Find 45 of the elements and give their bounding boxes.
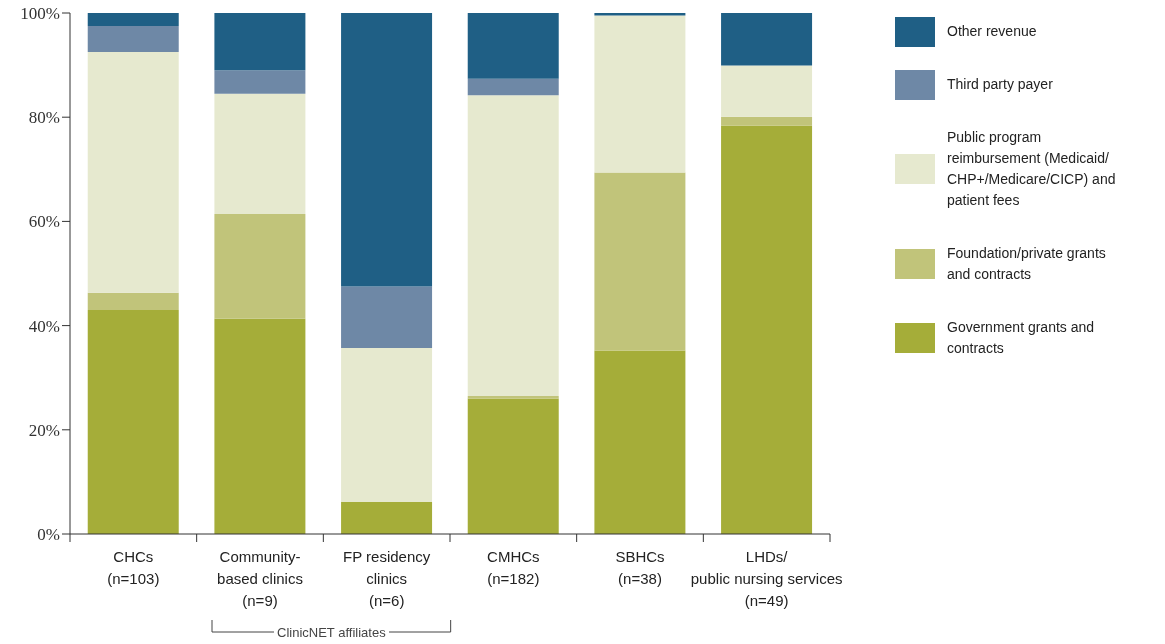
bar — [214, 318, 306, 534]
y-tick-label: 80% — [28, 108, 60, 128]
bar — [467, 398, 559, 534]
bar — [87, 292, 179, 310]
bar — [87, 309, 179, 534]
bar — [341, 13, 433, 287]
x-tick-label: LHDs/ public nursing services (n=49) — [690, 548, 843, 609]
y-tick-label: 40% — [28, 316, 60, 336]
x-tick-label: FP residency clinics (n=6) — [343, 548, 431, 609]
bar — [341, 286, 433, 348]
legend-label: Other revenue — [947, 22, 1038, 41]
bar — [214, 70, 306, 94]
y-tick-label: 20% — [28, 420, 60, 440]
bar — [87, 26, 179, 53]
bar — [721, 65, 813, 117]
bar — [87, 52, 179, 293]
bar — [467, 13, 559, 79]
bar — [594, 15, 686, 173]
legend-label: Foundation/private grants and contracts — [947, 244, 1107, 284]
y-tick-label: 60% — [28, 212, 60, 232]
bar — [87, 13, 179, 27]
bar — [214, 214, 306, 319]
bar — [721, 116, 813, 126]
legend-label: Third party payer — [947, 75, 1054, 94]
x-tick-label: CMHCs (n=182) — [487, 548, 540, 587]
bar — [467, 395, 559, 399]
text: ClinicNET affiliates — [274, 625, 389, 640]
x-tick-label: CHCs (n=103) — [107, 548, 160, 587]
x-tick-label: SBHCs (n=38) — [615, 548, 665, 587]
bar — [214, 93, 306, 215]
bar — [594, 350, 686, 534]
bar — [341, 348, 433, 502]
bar — [214, 13, 306, 71]
bar — [467, 78, 559, 96]
bar — [721, 13, 813, 66]
x-tick-label: Community- based clinics (n=9) — [217, 548, 303, 609]
legend-label: Government grants and contracts — [947, 318, 1096, 358]
bar — [594, 13, 686, 16]
legend-label: Public program reimbursement (Medicaid/ CHP+/Medicare/CICP) and patient fees — [947, 128, 1117, 210]
y-tick-label: 0% — [37, 525, 60, 545]
y-tick-label: 100% — [20, 4, 60, 24]
bar — [467, 95, 559, 396]
bar — [341, 501, 433, 534]
bar — [721, 125, 813, 534]
bar — [594, 172, 686, 351]
